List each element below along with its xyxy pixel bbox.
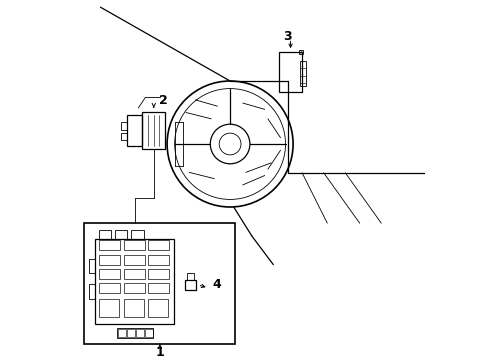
Text: 4: 4: [212, 278, 221, 291]
Bar: [99, 269, 120, 279]
Bar: [121, 133, 127, 140]
Bar: [99, 230, 111, 239]
Bar: [278, 52, 302, 92]
Bar: [123, 283, 144, 293]
Text: 1: 1: [155, 346, 164, 359]
Bar: [99, 283, 120, 293]
Text: 2: 2: [159, 94, 167, 107]
Bar: [99, 299, 119, 317]
Bar: [88, 259, 95, 273]
Bar: [123, 269, 144, 279]
Bar: [123, 255, 144, 265]
Bar: [95, 239, 174, 324]
Bar: [88, 284, 95, 299]
Bar: [142, 112, 165, 149]
Bar: [118, 329, 126, 337]
Bar: [131, 230, 143, 239]
Bar: [136, 329, 143, 337]
Bar: [123, 299, 143, 317]
Bar: [148, 255, 169, 265]
Bar: [123, 240, 144, 250]
Bar: [298, 50, 302, 54]
Bar: [127, 115, 142, 146]
Bar: [84, 223, 235, 344]
Bar: [121, 122, 127, 130]
Bar: [148, 240, 169, 250]
Bar: [117, 328, 152, 338]
Bar: [99, 240, 120, 250]
Bar: [186, 273, 194, 280]
Bar: [115, 230, 127, 239]
Bar: [185, 280, 196, 290]
Bar: [127, 329, 135, 337]
Bar: [148, 269, 169, 279]
Bar: [144, 329, 152, 337]
Bar: [148, 283, 169, 293]
Bar: [148, 299, 168, 317]
Bar: [300, 61, 305, 86]
Text: 3: 3: [283, 30, 291, 42]
Bar: [99, 255, 120, 265]
